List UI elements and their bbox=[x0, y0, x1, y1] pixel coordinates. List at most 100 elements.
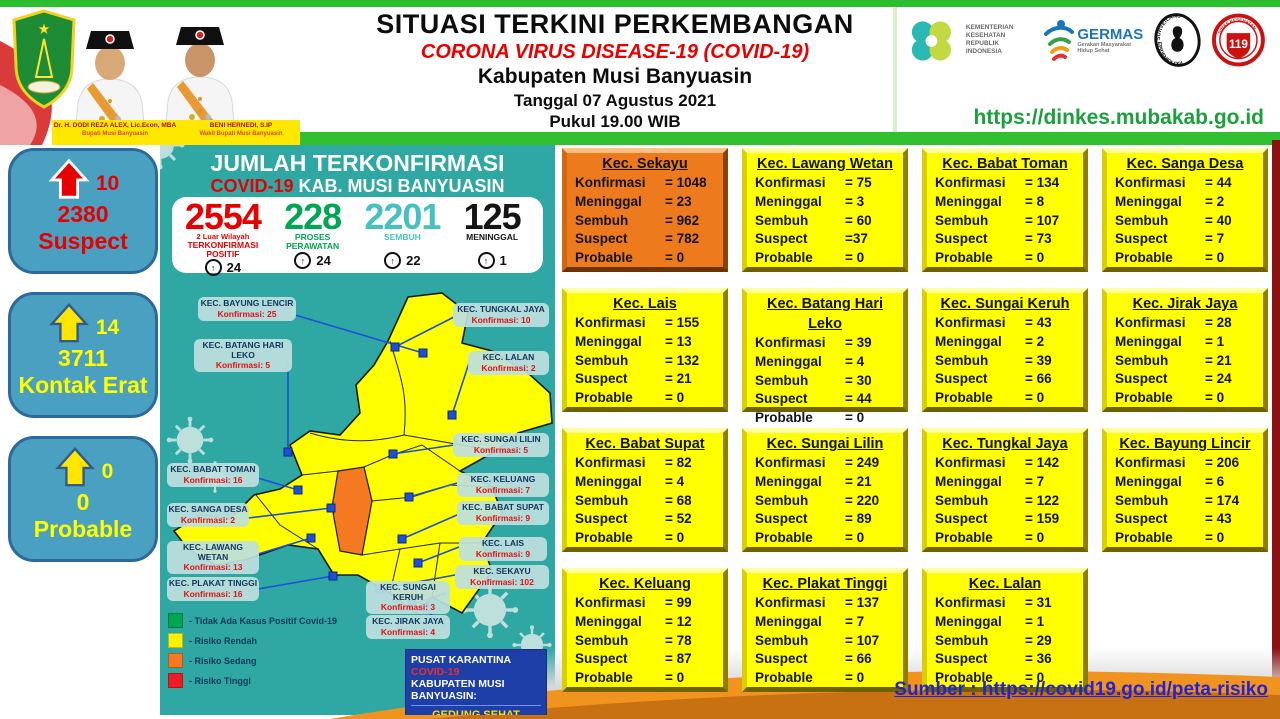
kecamatan-grid: Kec. Sekayu Konfirmasi = 1048 Meninggal = … bbox=[562, 148, 1268, 692]
total-value: 2201 bbox=[364, 196, 441, 237]
district-name: KEC. LAIS bbox=[481, 538, 525, 548]
source-link[interactable]: Sumber : https://covid19.go.id/peta-risi… bbox=[894, 679, 1268, 700]
kecamatan-name: Kec. Lalan bbox=[968, 576, 1042, 592]
legend-text: - Risiko Sedang bbox=[189, 655, 257, 666]
dinkes-website-link[interactable]: https://dinkes.mubakab.go.id bbox=[973, 106, 1264, 129]
stat-row: Probable = 0 bbox=[755, 410, 865, 426]
germas-icon bbox=[1044, 20, 1075, 61]
quarantine-covid: COVID-19 bbox=[411, 666, 460, 678]
bupati-caption: Dr. H. DODI REZA ALEX, Lic.Econ, MBA Bup… bbox=[52, 120, 178, 145]
total-column: 125 MENINGGAL ↑ 1 bbox=[447, 196, 537, 269]
kecamatan-name: Kec. Lais bbox=[613, 296, 677, 312]
stat-row: Sembuh = 78 bbox=[575, 632, 692, 648]
legend-text: - Risiko Rendah bbox=[189, 635, 258, 646]
stat-row: Probable = 0 bbox=[935, 390, 1045, 406]
up-arrow-icon bbox=[48, 158, 90, 199]
stat-row: Suspect = 21 bbox=[575, 371, 692, 387]
time-line: Pukul 19.00 WIB bbox=[549, 112, 681, 131]
stat-row: Suspect = 7 bbox=[1115, 231, 1225, 247]
total-delta: ↑ 22 bbox=[384, 252, 421, 269]
kecamatan-name: Kec. Babat Supat bbox=[585, 436, 705, 452]
covid-subtitle: CORONA VIRUS DISEASE-19 (COVID-19) bbox=[420, 41, 810, 63]
stat-row: Sembuh = 174 bbox=[1115, 492, 1240, 508]
district-cases: Konfirmasi: 5 bbox=[473, 444, 529, 455]
stat-row: Meninggal = 23 bbox=[575, 193, 692, 209]
stat-row: Probable = 0 bbox=[755, 670, 865, 686]
stat-row: Konfirmasi = 28 bbox=[1115, 315, 1232, 330]
legend-row: - Tidak Ada Kasus Positif Covid-19 bbox=[168, 613, 337, 628]
total-label: TERKONFIRMASI POSITIF bbox=[187, 240, 259, 259]
stat-row: Probable = 0 bbox=[575, 250, 685, 266]
header-bottom-strip bbox=[255, 132, 1280, 145]
total-value: 228 bbox=[284, 196, 342, 237]
stat-row: Konfirmasi = 43 bbox=[935, 315, 1052, 330]
stat-row: Suspect = 44 bbox=[755, 391, 872, 407]
district-label: KEC. LALAN Konfirmasi: 2 bbox=[468, 351, 549, 375]
kecamatan-name: Kec. Bayung Lincir bbox=[1119, 436, 1251, 452]
summary-card: 14 3711 Kontak Erat bbox=[8, 292, 158, 418]
stat-row: Probable = 0 bbox=[935, 250, 1045, 266]
summary-label: Suspect bbox=[38, 228, 128, 254]
kecamatan-name: Kec. Plakat Tinggi bbox=[762, 576, 888, 592]
stat-row: Sembuh = 40 bbox=[1115, 212, 1232, 228]
stat-row: Probable = 0 bbox=[1115, 250, 1225, 266]
kecamatan-card: Kec. Plakat Tinggi Konfirmasi = 137 Menin… bbox=[742, 568, 908, 692]
wakil-role: Wakil Bupati Musi Banyuasin bbox=[199, 131, 283, 137]
bupati-name: Dr. H. DODI REZA ALEX, Lic.Econ, MBA bbox=[53, 122, 177, 129]
district-cases: Konfirmasi: 25 bbox=[217, 308, 277, 319]
total-label: SEMBUH bbox=[383, 232, 421, 242]
total-note: 2 Luar Wilayah bbox=[196, 232, 250, 241]
total-label: PROSES PERAWATAN bbox=[286, 232, 340, 251]
district-label: KEC. SUNGAI LILIN Konfirmasi: 5 bbox=[453, 433, 549, 457]
stat-row: Konfirmasi = 1048 bbox=[575, 175, 707, 190]
stat-row: Meninggal = 21 bbox=[755, 473, 872, 489]
stat-row: Meninggal = 3 bbox=[755, 193, 865, 209]
total-column: 2201 SEMBUH ↑ 22 bbox=[358, 196, 448, 269]
stat-row: Suspect = 782 bbox=[575, 231, 700, 247]
stat-row: Sembuh = 39 bbox=[935, 352, 1052, 368]
stat-row: Suspect = 24 bbox=[1115, 371, 1232, 387]
stat-row: Konfirmasi = 75 bbox=[755, 175, 872, 190]
stat-row: Sembuh = 107 bbox=[935, 212, 1060, 228]
kemenkes-icon bbox=[911, 21, 951, 61]
total-value: 125 bbox=[463, 196, 522, 237]
kecamatan-name: Kec. Sungai Lilin bbox=[766, 436, 884, 452]
district-label: KEC. LAIS Konfirmasi: 9 bbox=[459, 537, 547, 561]
district-cases: Konfirmasi: 16 bbox=[183, 474, 243, 485]
stat-row: Probable = 0 bbox=[575, 670, 685, 686]
district-label: KEC. SEKAYU Konfirmasi: 102 bbox=[455, 565, 549, 589]
stat-row: Probable = 0 bbox=[1115, 390, 1225, 406]
district-label: KEC. LAWANG WETAN Konfirmasi: 13 bbox=[167, 541, 259, 574]
stat-row: Meninggal = 12 bbox=[575, 613, 692, 629]
district-label: KEC. BATANG HARI LEKO Konfirmasi: 5 bbox=[194, 339, 292, 372]
stat-row: Suspect = 89 bbox=[755, 511, 872, 527]
map-panel: JUMLAH TERKONFIRMASI COVID-19 KAB. MUSI … bbox=[160, 145, 555, 715]
right-border-strip bbox=[1272, 140, 1280, 700]
stat-row: Meninggal = 1 bbox=[1115, 333, 1225, 349]
stat-row: Probable = 0 bbox=[935, 530, 1045, 546]
district-name: KEC. BATANG HARI LEKO bbox=[202, 340, 284, 360]
map-panel-subtitle-covid: COVID-19 bbox=[210, 176, 294, 196]
kecamatan-card: Kec. Babat Supat Konfirmasi = 82 Meningga… bbox=[562, 428, 728, 552]
header-divider bbox=[893, 7, 897, 132]
summary-delta: 14 bbox=[95, 316, 120, 339]
district-cases: Konfirmasi: 9 bbox=[475, 512, 531, 523]
risk-legend: - Tidak Ada Kasus Positif Covid-19 - Ris… bbox=[168, 613, 337, 693]
svg-text:★: ★ bbox=[39, 22, 50, 36]
stat-row: Konfirmasi = 44 bbox=[1115, 175, 1232, 190]
map-labels-layer: KEC. BAYUNG LENCIR Konfirmasi: 25 KEC. B… bbox=[160, 145, 555, 715]
quarantine-location: GEDUNG SEHAT RUSUNAWA bbox=[432, 709, 520, 715]
kecamatan-card: Kec. Sungai Keruh Konfirmasi = 43 Meningg… bbox=[922, 288, 1088, 412]
stat-row: Probable = 0 bbox=[755, 250, 865, 266]
circle-up-arrow-icon: ↑ bbox=[477, 252, 495, 269]
stat-row: Suspect = 43 bbox=[1115, 511, 1232, 527]
district-name: KEC. BABAT TOMAN bbox=[170, 464, 256, 474]
kecamatan-card: Kec. Jirak Jaya Konfirmasi = 28 Meninggal… bbox=[1102, 288, 1268, 412]
up-arrow-icon bbox=[48, 303, 89, 343]
stat-row: Konfirmasi = 249 bbox=[755, 455, 880, 470]
stat-row: Konfirmasi = 134 bbox=[935, 175, 1060, 190]
summary-delta: 0 bbox=[101, 460, 114, 483]
district-name: KEC. SUNGAI LILIN bbox=[461, 434, 541, 444]
legend-text: - Tidak Ada Kasus Positif Covid-19 bbox=[189, 615, 338, 626]
